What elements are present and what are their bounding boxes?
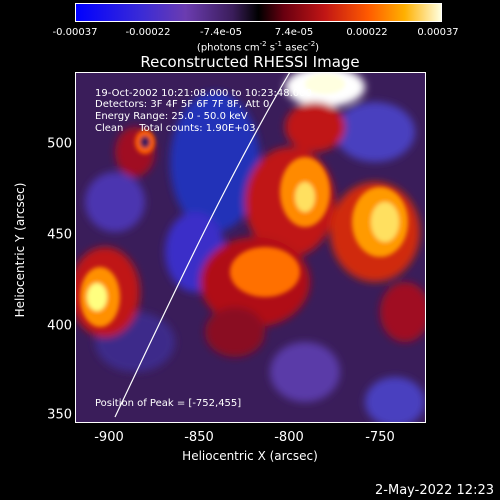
- x-tick-label: -900: [94, 430, 124, 445]
- time-range-label: 19-Oct-2002 10:21:08.000 to 10:23:48.000: [95, 88, 312, 99]
- limb-line: [114, 72, 291, 418]
- energy-range-label: Energy Range: 25.0 - 50.0 keV: [95, 111, 248, 122]
- x-tick-label: -850: [184, 430, 214, 445]
- colorbar-tick: 7.4e-05: [274, 27, 314, 38]
- y-tick-label: 400: [47, 318, 72, 334]
- plot-title: Reconstructed RHESSI Image: [140, 53, 360, 71]
- rhessi-image: [75, 72, 426, 423]
- colorbar-tick: -0.00037: [52, 27, 98, 38]
- y-tick-label: 450: [47, 227, 72, 243]
- y-tick-label: 350: [47, 407, 72, 423]
- y-axis-label: Heliocentric Y (arcsec): [13, 182, 27, 318]
- x-tick-label: -800: [274, 430, 304, 445]
- colorbar-tick: 0.00022: [346, 27, 388, 38]
- detectors-label: Detectors: 3F 4F 5F 6F 7F 8F, Att 0: [95, 99, 270, 110]
- y-tick-label: 500: [47, 136, 72, 152]
- x-tick-label: -750: [365, 430, 395, 445]
- x-axis-label: Heliocentric X (arcsec): [182, 449, 318, 463]
- peak-position-label: Position of Peak = [-752,455]: [95, 398, 242, 409]
- clean-counts-label: Clean Total counts: 1.90E+03: [95, 123, 256, 134]
- colorbar-tick: -7.4e-05: [200, 27, 242, 38]
- colorbar-units: (photons cm-2 s-1 asec-2): [196, 40, 320, 54]
- colorbar-tick: -0.00022: [125, 27, 171, 38]
- colorbar-tick: 0.00037: [417, 27, 459, 38]
- colorbar: [75, 3, 442, 22]
- timestamp: 2-May-2022 12:23: [375, 483, 494, 498]
